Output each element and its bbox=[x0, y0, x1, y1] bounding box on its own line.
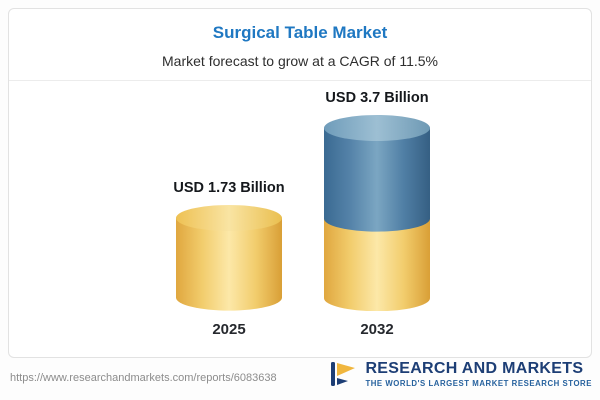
chart-card: Surgical Table Market Market forecast to… bbox=[8, 8, 592, 358]
cylinder-2025 bbox=[176, 205, 282, 311]
bar-value-label-2025: USD 1.73 Billion bbox=[173, 180, 285, 197]
brand-tagline: THE WORLD'S LARGEST MARKET RESEARCH STOR… bbox=[365, 379, 592, 389]
cylinder-2032 bbox=[324, 114, 430, 311]
bar-group-2025: USD 1.73 Billion bbox=[144, 180, 314, 311]
chart-subtitle: Market forecast to grow at a CAGR of 11.… bbox=[162, 53, 438, 69]
bar-value-label-2032: USD 3.7 Billion bbox=[325, 89, 429, 106]
bar-group-2032: USD 3.7 Billion bbox=[292, 90, 462, 311]
year-label-2032: 2032 bbox=[360, 321, 394, 338]
header-divider bbox=[9, 80, 591, 81]
brand-name: RESEARCH AND MARKETS bbox=[365, 359, 584, 377]
brand-logo: RESEARCH AND MARKETS THE WORLD'S LARGEST… bbox=[328, 359, 592, 389]
report-url: https://www.researchandmarkets.com/repor… bbox=[10, 372, 277, 384]
research-and-markets-logo-icon bbox=[331, 362, 356, 386]
year-label-2025: 2025 bbox=[212, 321, 246, 338]
brand-text-block: RESEARCH AND MARKETS THE WORLD'S LARGEST… bbox=[365, 360, 592, 389]
chart-title: Surgical Table Market bbox=[212, 23, 388, 42]
